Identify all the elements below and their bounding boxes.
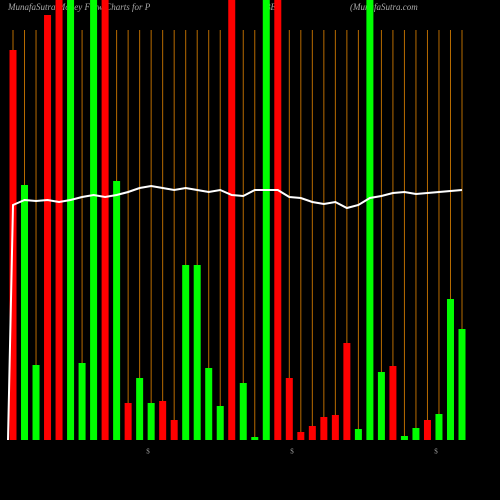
marker: $ bbox=[290, 448, 294, 456]
bar bbox=[55, 0, 63, 440]
bar bbox=[377, 372, 385, 440]
bar bbox=[389, 366, 397, 440]
bar bbox=[400, 436, 408, 440]
bar bbox=[78, 363, 86, 440]
bar bbox=[343, 343, 351, 440]
bar bbox=[366, 0, 374, 440]
bar bbox=[423, 420, 431, 440]
bar bbox=[216, 406, 224, 440]
bar bbox=[228, 0, 236, 440]
bar bbox=[412, 428, 420, 440]
chart-title: (MunafaSutra.com bbox=[350, 2, 418, 12]
bar bbox=[44, 15, 52, 440]
bar bbox=[193, 265, 201, 440]
marker: $ bbox=[146, 448, 150, 456]
bar bbox=[32, 365, 40, 440]
bar bbox=[308, 426, 316, 440]
bar bbox=[354, 429, 362, 440]
bar bbox=[113, 181, 121, 440]
bar bbox=[458, 329, 466, 440]
chart-title: BE bbox=[265, 2, 276, 12]
bar bbox=[170, 420, 178, 440]
bar bbox=[239, 383, 247, 440]
bar bbox=[67, 0, 75, 440]
bar bbox=[251, 437, 259, 440]
bar bbox=[435, 414, 443, 440]
bar bbox=[136, 378, 144, 440]
bar bbox=[205, 368, 213, 440]
bar bbox=[285, 378, 293, 440]
bar bbox=[101, 0, 109, 440]
bar bbox=[182, 265, 190, 440]
bar bbox=[331, 415, 339, 440]
bar bbox=[446, 299, 454, 440]
bar bbox=[274, 0, 282, 440]
bar bbox=[159, 401, 167, 440]
bar bbox=[262, 0, 270, 440]
bar bbox=[90, 0, 98, 440]
bar bbox=[21, 185, 29, 440]
bar bbox=[297, 432, 305, 440]
flow-line bbox=[7, 184, 463, 441]
chart-title: MunafaSutra Money Flow Charts for P bbox=[7, 2, 151, 12]
bar bbox=[124, 403, 132, 440]
bar bbox=[147, 403, 155, 440]
bar bbox=[320, 417, 328, 440]
marker: $ bbox=[434, 448, 438, 456]
